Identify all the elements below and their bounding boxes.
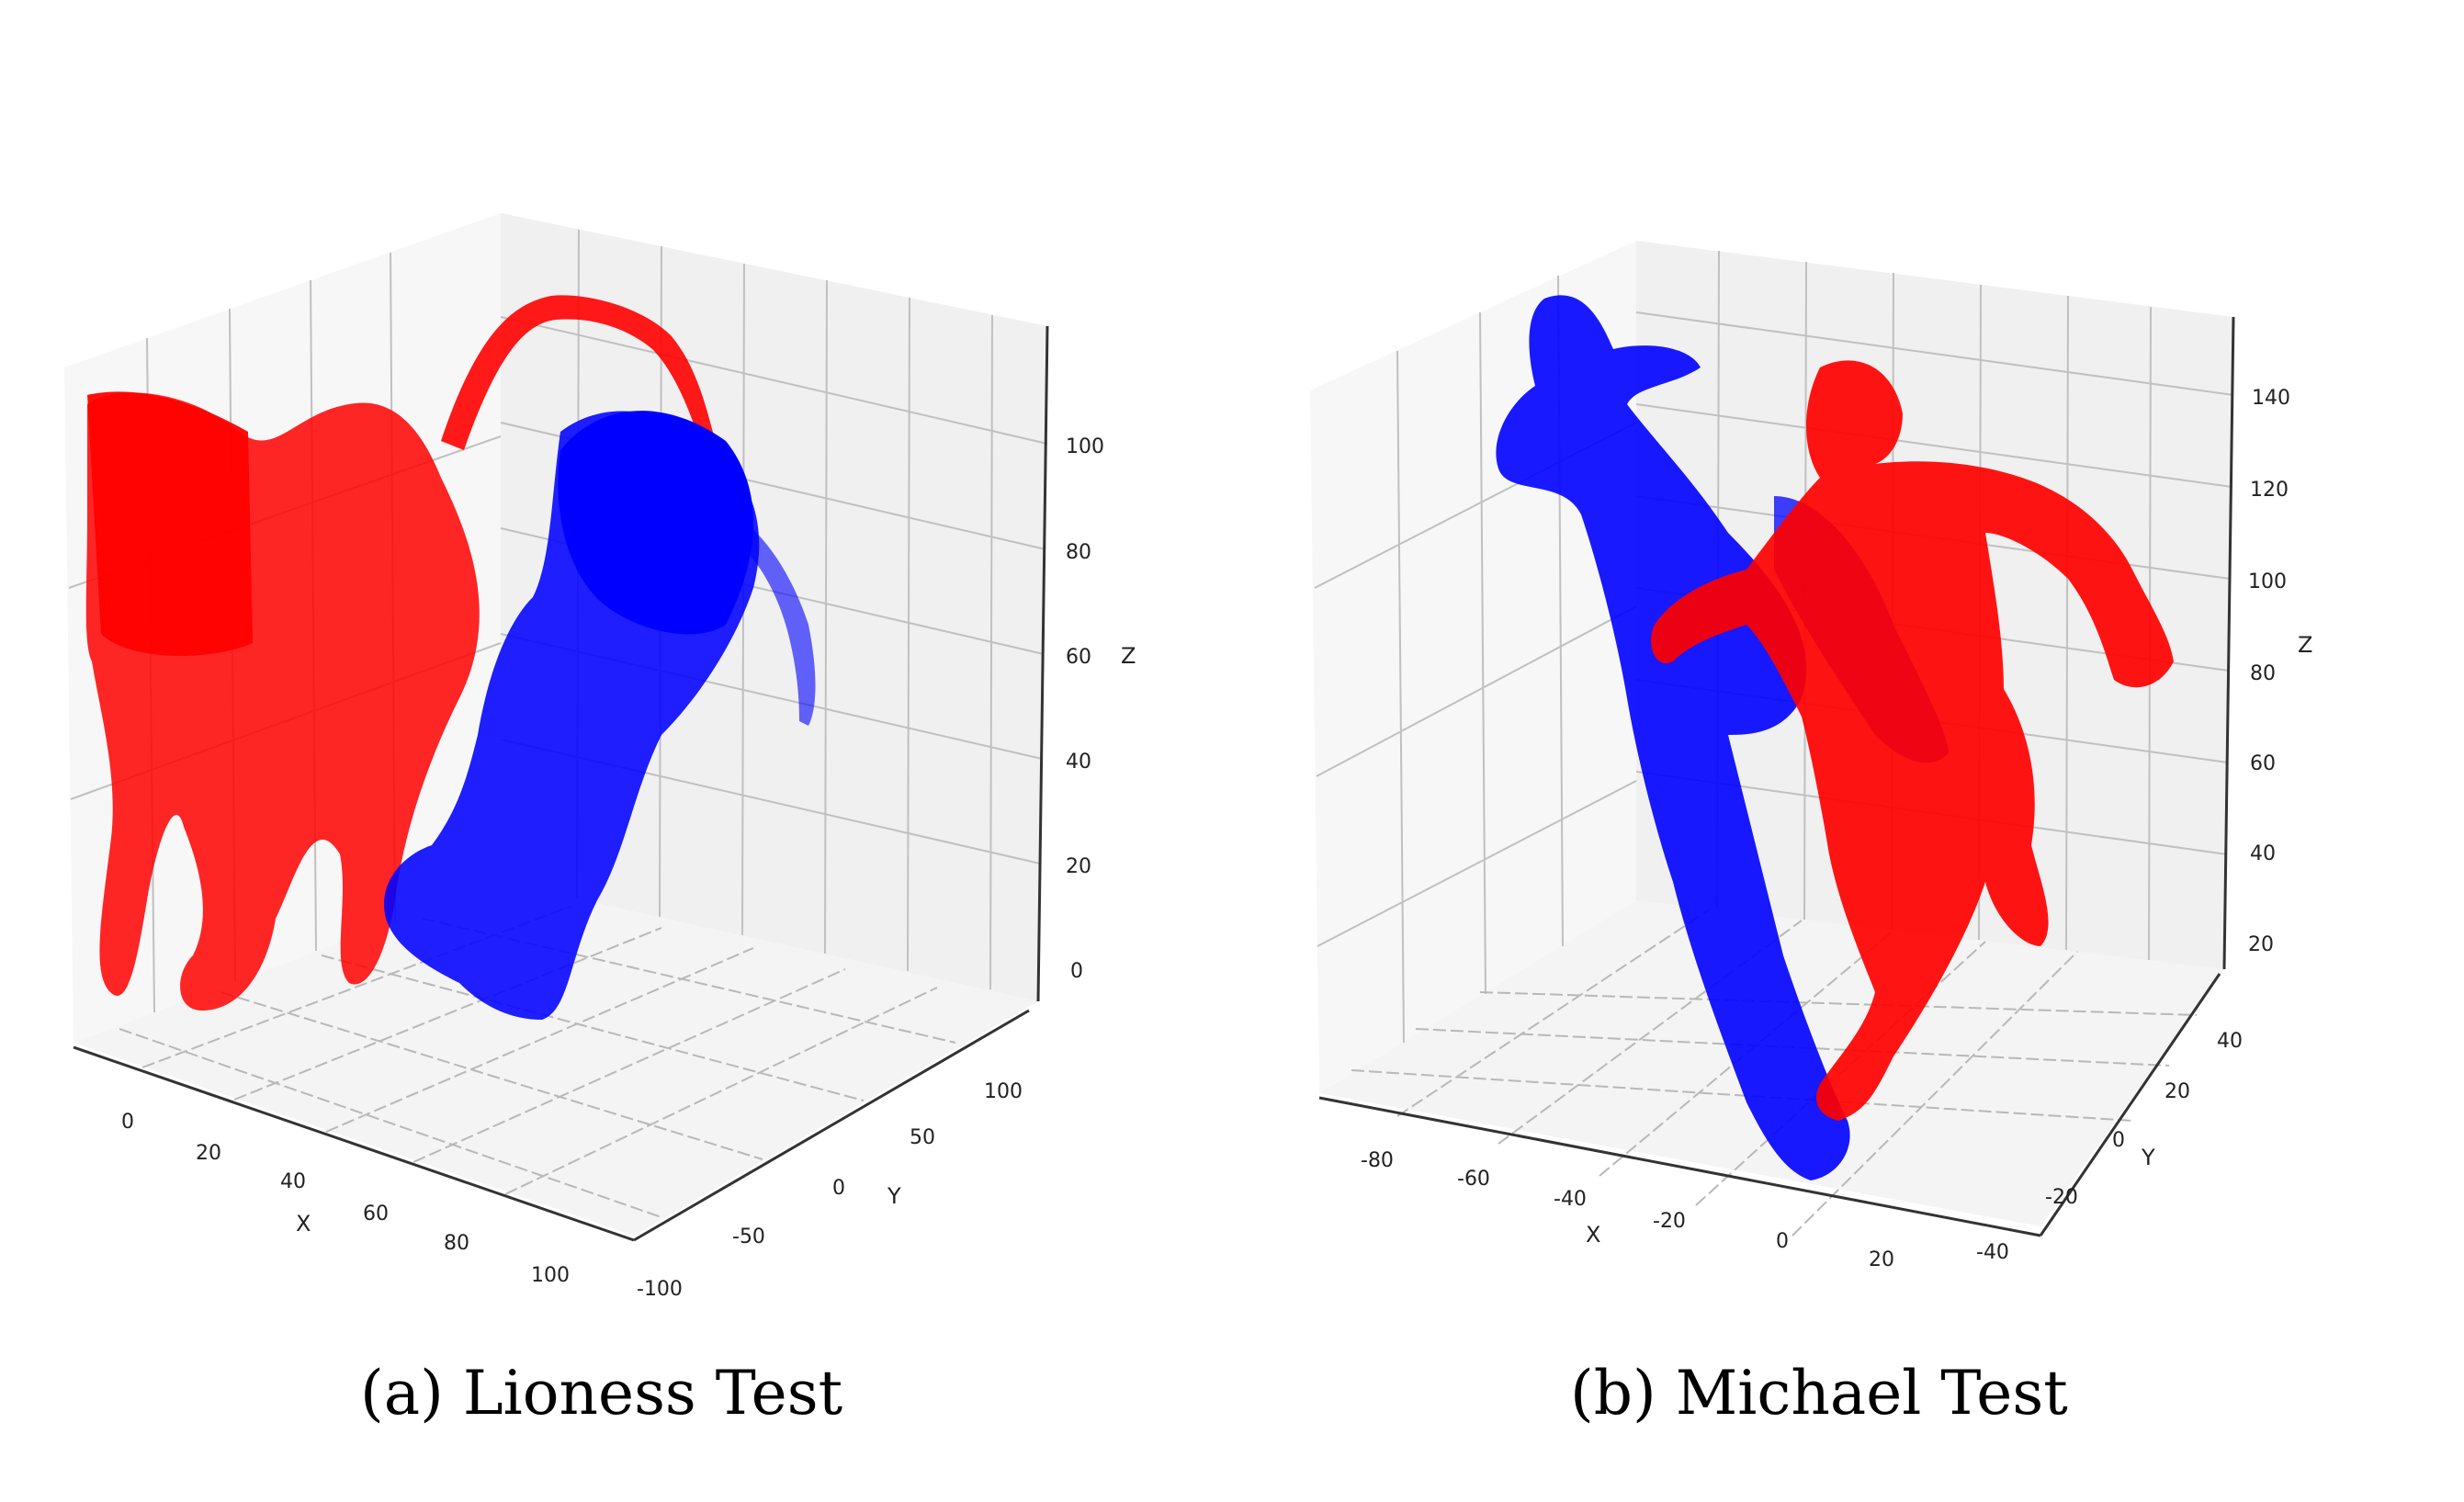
series-red-triangles (1651, 360, 2174, 1121)
svg-text:-20: -20 (1653, 1210, 1686, 1233)
caption-lioness: (a) Lioness Test (360, 1358, 843, 1429)
svg-text:100: 100 (2248, 570, 2287, 593)
svg-text:40: 40 (2250, 842, 2276, 865)
svg-text:20: 20 (2248, 933, 2274, 956)
caption-michael: (b) Michael Test (1570, 1358, 2068, 1429)
svg-text:-20: -20 (2045, 1186, 2078, 1209)
x-axis-label: X (1586, 1222, 1600, 1248)
z-axis-ticks: 140 120 100 80 60 40 20 Z (2248, 387, 2312, 956)
svg-text:20: 20 (2164, 1080, 2190, 1103)
y-axis-label: Y (2141, 1145, 2155, 1170)
svg-text:-100: -100 (637, 1278, 683, 1301)
svg-text:20: 20 (1066, 855, 1091, 878)
svg-text:-40: -40 (1554, 1188, 1587, 1211)
svg-text:100: 100 (1066, 435, 1104, 458)
svg-text:-80: -80 (1361, 1149, 1394, 1172)
svg-text:0: 0 (2112, 1129, 2125, 1152)
svg-text:140: 140 (2252, 387, 2290, 410)
svg-text:120: 120 (2250, 479, 2289, 502)
z-axis-label: Z (2298, 632, 2312, 658)
series-red-triangles (85, 295, 717, 1011)
svg-text:60: 60 (2250, 752, 2276, 775)
z-axis-label: Z (1121, 643, 1136, 669)
svg-text:20: 20 (196, 1142, 221, 1165)
y-axis-ticks: -100 -50 0 50 100 Y (637, 1080, 1023, 1301)
svg-text:0: 0 (1070, 960, 1083, 983)
svg-text:-50: -50 (732, 1225, 765, 1248)
svg-text:60: 60 (1066, 646, 1091, 669)
svg-text:40: 40 (2217, 1030, 2243, 1053)
svg-text:0: 0 (1776, 1230, 1789, 1253)
svg-text:80: 80 (2250, 662, 2276, 685)
svg-text:-60: -60 (1457, 1168, 1490, 1191)
svg-text:40: 40 (280, 1170, 306, 1193)
svg-text:100: 100 (984, 1080, 1023, 1103)
svg-text:100: 100 (531, 1264, 570, 1287)
y-axis-label: Y (887, 1183, 901, 1209)
lioness-3d-plot: 100 80 60 40 20 0 Z 0 20 40 60 80 100 X … (64, 213, 1136, 1301)
panel-michael: 140 120 100 80 60 40 20 Z -80 -60 -40 -2… (1232, 0, 2464, 1502)
svg-text:80: 80 (1066, 541, 1091, 564)
svg-text:50: 50 (910, 1126, 935, 1149)
axes-lines (1318, 316, 2235, 1237)
svg-text:-40: -40 (1976, 1241, 2009, 1264)
z-axis-ticks: 100 80 60 40 20 0 Z (1066, 435, 1136, 983)
svg-text:40: 40 (1066, 751, 1091, 774)
svg-text:0: 0 (832, 1177, 845, 1200)
panel-lioness: 100 80 60 40 20 0 Z 0 20 40 60 80 100 X … (64, 213, 1136, 1429)
axes-lines (73, 325, 1049, 1242)
michael-3d-plot: 140 120 100 80 60 40 20 Z -80 -60 -40 -2… (1310, 241, 2312, 1271)
svg-text:20: 20 (1869, 1248, 1894, 1271)
svg-text:60: 60 (363, 1203, 389, 1225)
series-blue-circles (384, 411, 816, 1020)
x-axis-ticks: -80 -60 -40 -20 0 20 X (1361, 1149, 1894, 1271)
svg-text:0: 0 (121, 1111, 134, 1134)
x-axis-label: X (296, 1211, 311, 1237)
x-axis-ticks: 0 20 40 60 80 100 X (121, 1111, 570, 1287)
grid-floor (119, 906, 956, 1218)
y-axis-ticks: -40 -20 0 20 40 Y (1976, 1030, 2243, 1264)
svg-text:80: 80 (444, 1232, 469, 1255)
